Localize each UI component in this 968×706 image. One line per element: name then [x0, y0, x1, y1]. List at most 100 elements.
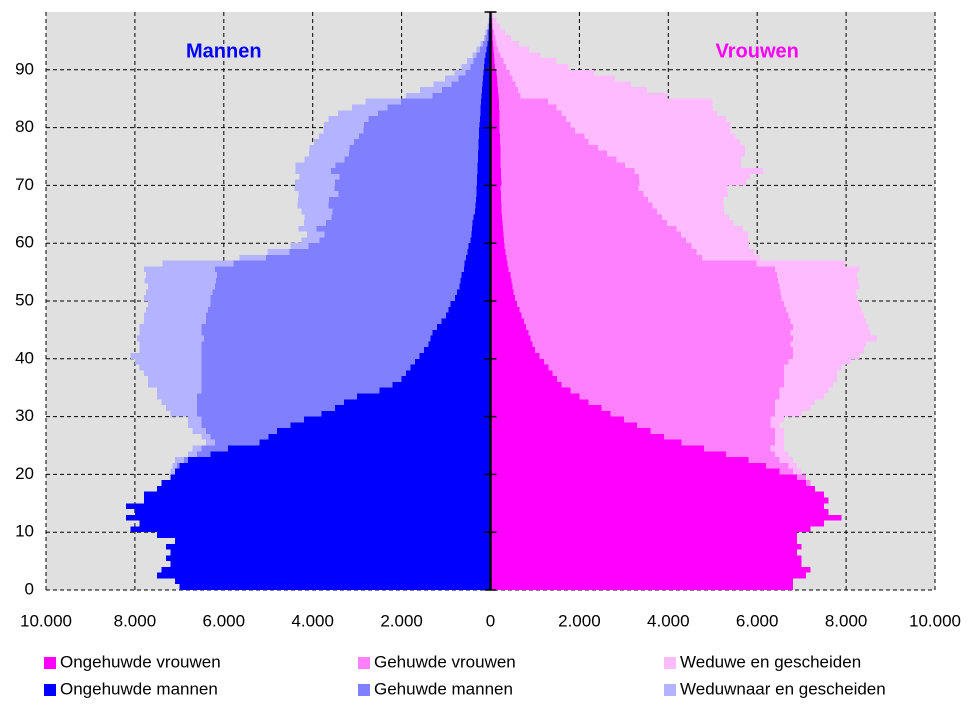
bar — [188, 451, 198, 458]
bar — [490, 208, 502, 215]
bar — [170, 468, 175, 475]
bar — [458, 75, 483, 82]
bar — [503, 58, 557, 65]
bar — [779, 283, 860, 290]
bar — [490, 162, 501, 169]
x-tick-label: 6.000 — [736, 611, 779, 630]
bar — [579, 393, 780, 400]
x-tick-label: 10.000 — [909, 611, 961, 630]
bar — [774, 405, 811, 411]
bar — [616, 156, 741, 163]
y-tick-label: 10 — [15, 522, 34, 541]
bar — [134, 358, 202, 365]
y-tick-label: 40 — [15, 348, 34, 367]
bar — [490, 451, 727, 458]
bar — [130, 526, 491, 533]
bar — [210, 451, 491, 458]
bar — [499, 116, 567, 122]
bar — [806, 480, 811, 486]
bar — [779, 387, 829, 394]
bar — [511, 277, 779, 284]
bar — [148, 301, 211, 307]
bar — [298, 196, 330, 203]
bar — [681, 439, 775, 446]
bar — [490, 318, 524, 325]
bar — [490, 283, 513, 290]
bar — [490, 433, 664, 440]
bar — [490, 260, 508, 267]
legend-swatch — [664, 657, 676, 669]
bar — [748, 457, 780, 463]
y-tick-label: 70 — [15, 175, 34, 194]
bar — [479, 116, 491, 122]
bar — [214, 283, 460, 290]
bar — [638, 185, 728, 192]
bar — [499, 139, 589, 145]
bar — [528, 329, 791, 336]
bar — [339, 173, 478, 180]
bar — [490, 40, 494, 47]
bar — [146, 272, 218, 278]
bar — [490, 110, 500, 117]
bar — [450, 301, 491, 307]
bar — [512, 75, 615, 82]
bar — [471, 231, 491, 238]
bar — [490, 474, 798, 481]
bar — [625, 162, 741, 169]
bar — [349, 144, 479, 151]
bar — [490, 168, 502, 174]
bar — [277, 428, 491, 434]
bar — [432, 329, 491, 336]
bar — [770, 445, 784, 452]
bar — [201, 358, 415, 365]
bar — [143, 295, 211, 301]
bar — [470, 64, 484, 70]
bar — [490, 578, 793, 585]
bar — [268, 433, 491, 440]
bar — [304, 156, 345, 163]
legend-swatch — [664, 684, 676, 696]
bar — [483, 35, 486, 41]
bar — [500, 150, 607, 157]
bar — [490, 566, 811, 573]
bar — [146, 289, 213, 296]
bar — [498, 104, 557, 111]
bar — [547, 98, 713, 105]
bar — [143, 370, 202, 377]
bar — [480, 110, 491, 117]
bar — [210, 301, 451, 307]
bar — [432, 92, 482, 99]
bar — [490, 220, 503, 226]
bar — [319, 237, 471, 244]
bar — [498, 87, 519, 93]
bar — [485, 35, 489, 41]
bar — [490, 196, 502, 203]
bar — [297, 202, 329, 209]
bar — [774, 428, 784, 434]
bar — [481, 92, 491, 99]
bar — [130, 353, 202, 359]
bar — [490, 405, 602, 411]
bar — [502, 220, 667, 226]
legend-label: Ongehuwde mannen — [60, 679, 218, 698]
bar — [201, 387, 380, 394]
bar — [534, 347, 793, 354]
bar — [301, 237, 320, 244]
bar — [298, 225, 317, 232]
bar — [500, 52, 541, 59]
bar — [126, 514, 491, 521]
bar — [790, 341, 867, 348]
bar — [472, 52, 477, 59]
bar — [170, 561, 491, 567]
y-tick-label: 60 — [15, 233, 34, 252]
bar — [201, 347, 424, 354]
bar — [306, 231, 325, 238]
bar — [475, 196, 491, 203]
bar — [143, 312, 207, 319]
bar — [174, 468, 491, 475]
bar — [157, 485, 491, 492]
bar — [490, 353, 540, 359]
bar — [518, 87, 647, 93]
bar — [473, 58, 485, 65]
bar — [490, 58, 495, 65]
